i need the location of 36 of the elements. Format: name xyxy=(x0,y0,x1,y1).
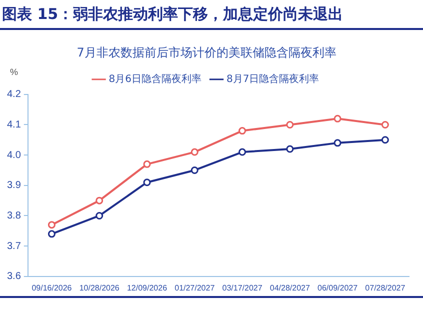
y-tick-label: 3.9 xyxy=(6,180,22,192)
y-tick-label: 3.6 xyxy=(6,271,22,282)
legend-label: 8月7日隐含隔夜利率 xyxy=(226,72,320,85)
x-tick-label: 10/28/2026 xyxy=(79,283,120,292)
point xyxy=(286,145,294,153)
point xyxy=(96,196,104,204)
x-tick-label: 06/09/2027 xyxy=(318,283,358,292)
legend-label: 8月6日隐含隔夜利率 xyxy=(108,72,202,85)
point xyxy=(190,148,198,156)
x-tick-label: 09/16/2026 xyxy=(32,283,72,292)
x-tick-label: 01/27/2027 xyxy=(174,283,216,292)
y-axis-title: % xyxy=(10,66,18,77)
point xyxy=(334,139,342,147)
point xyxy=(286,120,294,128)
point xyxy=(48,221,56,229)
point xyxy=(238,148,246,156)
point xyxy=(190,166,198,174)
point xyxy=(143,178,151,186)
x-tick-label: 12/09/2026 xyxy=(126,283,168,292)
point xyxy=(334,114,342,122)
x-tick-label: 04/28/2027 xyxy=(270,283,310,292)
point xyxy=(238,127,246,135)
point xyxy=(48,230,56,238)
point xyxy=(381,120,389,128)
point xyxy=(96,212,104,220)
chart-title: 图表 15：弱非农推动利率下移，加息定价尚未退出 xyxy=(0,0,423,30)
point xyxy=(381,136,389,144)
y-tick-label: 4.0 xyxy=(6,150,22,161)
chart-subtitle: 7月非农数据前后市场计价的美联储隐含隔夜利率 xyxy=(76,45,336,60)
point xyxy=(143,160,151,168)
y-tick-label: 4.1 xyxy=(6,119,22,130)
x-tick-label: 07/28/2027 xyxy=(365,283,406,292)
y-tick-label: 3.7 xyxy=(6,240,22,252)
y-tick-label: 3.8 xyxy=(6,210,22,222)
y-tick-label: 4.2 xyxy=(6,89,22,100)
x-tick-label: 03/17/2027 xyxy=(222,283,263,292)
